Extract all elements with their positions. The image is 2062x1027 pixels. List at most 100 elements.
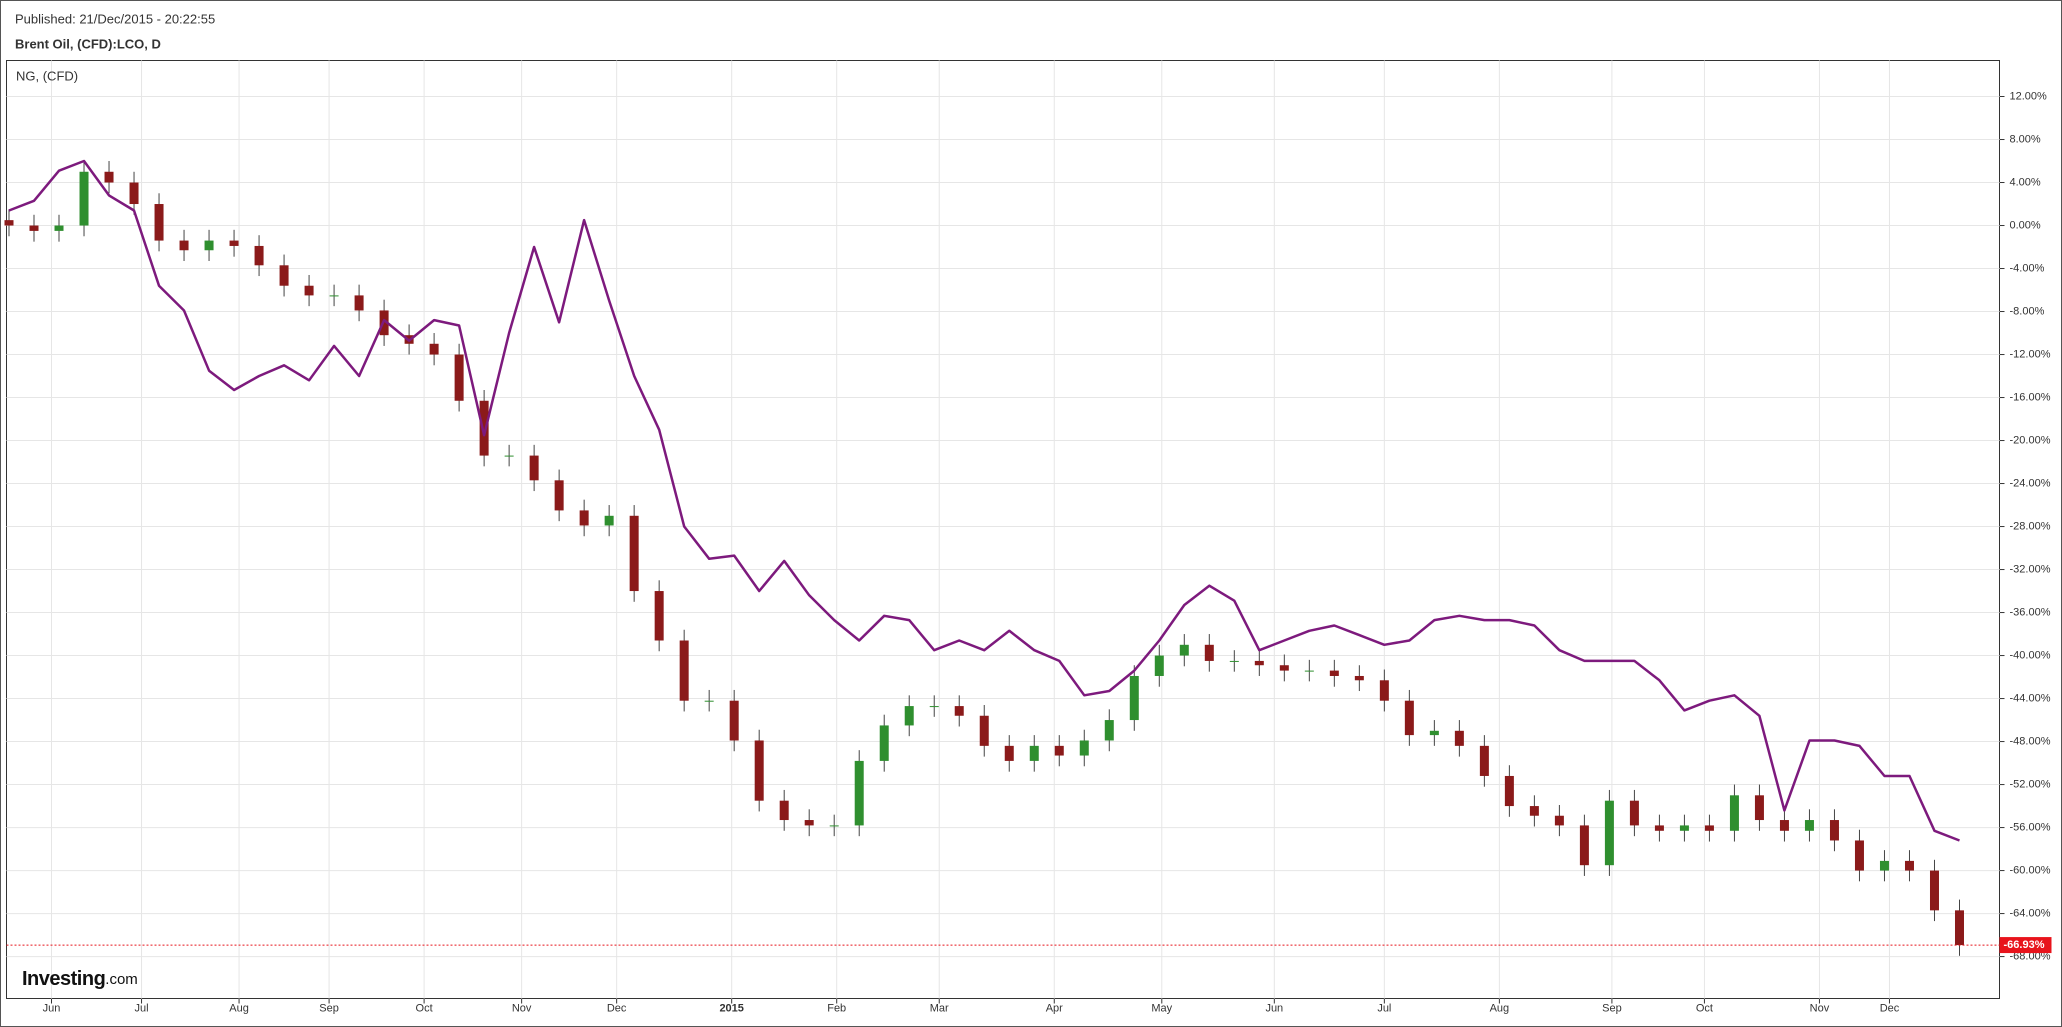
candle-body <box>1879 860 1889 871</box>
candle-body <box>1679 825 1689 831</box>
y-tick-label: -12.00% <box>2010 348 2051 360</box>
candle-body <box>554 480 564 511</box>
y-tick-label: -4.00% <box>2010 262 2045 274</box>
candle-body <box>1604 800 1614 866</box>
candle-body <box>1779 820 1789 831</box>
x-tick-label: Aug <box>229 1002 249 1014</box>
candle-body <box>729 700 739 741</box>
candle-body <box>1154 655 1164 676</box>
x-tick-label: Jul <box>1377 1002 1391 1014</box>
candle-body <box>779 800 789 821</box>
candle-body <box>829 825 839 827</box>
logo-name: Investing <box>22 968 105 990</box>
y-tick-label: 8.00% <box>2010 133 2041 145</box>
y-tick-label: 12.00% <box>2010 90 2048 102</box>
candle-body <box>204 240 214 251</box>
y-tick-label: -44.00% <box>2010 692 2051 704</box>
logo-suffix: .com <box>105 971 138 988</box>
x-tick-label: Oct <box>416 1002 433 1014</box>
x-tick-label: Dec <box>1880 1002 1900 1014</box>
x-tick-label: Apr <box>1046 1002 1063 1014</box>
candle-body <box>1004 745 1014 761</box>
y-tick-label: -24.00% <box>2010 477 2051 489</box>
x-tick-label: May <box>1151 1002 1172 1014</box>
y-tick-label: -40.00% <box>2010 649 2051 661</box>
candle-body <box>1404 700 1414 736</box>
y-tick-label: -36.00% <box>2010 606 2051 618</box>
x-tick-label: Feb <box>827 1002 846 1014</box>
y-tick-label: -68.00% <box>2010 950 2051 962</box>
candle-body <box>304 285 314 296</box>
candle-body <box>1029 745 1039 761</box>
candle-body <box>1854 840 1864 871</box>
y-tick-label: -48.00% <box>2010 735 2051 747</box>
logo: Investing.com <box>22 968 138 990</box>
x-tick-label: Nov <box>1810 1002 1830 1014</box>
candle-body <box>604 515 614 526</box>
candle-body <box>929 706 939 708</box>
candle-body <box>1704 825 1714 831</box>
candle-body <box>429 343 439 355</box>
x-tick-label: Jun <box>1265 1002 1283 1014</box>
candle-body <box>1729 795 1739 831</box>
candle-body <box>654 591 664 641</box>
y-tick-label: 4.00% <box>2010 176 2041 188</box>
candle-body <box>329 295 339 297</box>
candle-body <box>179 240 189 251</box>
candle-body <box>1429 730 1439 736</box>
candle-body <box>254 245 264 266</box>
candle-body <box>4 220 14 226</box>
candle-body <box>1754 795 1764 821</box>
x-tick-label: Jul <box>135 1002 149 1014</box>
candle-body <box>129 182 139 205</box>
candle-body <box>679 640 689 701</box>
grid <box>6 60 2005 1004</box>
y-tick-label: -60.00% <box>2010 864 2051 876</box>
candle-body <box>1329 670 1339 676</box>
x-tick-label: 2015 <box>719 1002 743 1014</box>
legend: NG, (CFD) <box>16 68 78 83</box>
candle-body <box>804 820 814 826</box>
x-tick-label: Jun <box>43 1002 61 1014</box>
candle-body <box>879 725 889 761</box>
x-tick-label: Dec <box>607 1002 627 1014</box>
candle-body <box>1504 775 1514 807</box>
candle-body <box>154 204 164 241</box>
candle-body <box>229 240 239 246</box>
x-tick-label: Sep <box>1602 1002 1622 1014</box>
marks <box>4 159 2000 956</box>
candle-body <box>1354 675 1364 681</box>
candle-body <box>579 510 589 526</box>
candle-body <box>29 225 39 231</box>
candle-body <box>1229 660 1239 662</box>
candle-body <box>1129 675 1139 721</box>
y-tick-label: -64.00% <box>2010 907 2051 919</box>
candle-body <box>279 265 289 286</box>
candle-body <box>1579 825 1589 866</box>
candle-body <box>754 740 764 801</box>
candle-body <box>104 171 114 183</box>
y-tick-label: -28.00% <box>2010 520 2051 532</box>
candle-body <box>504 455 514 457</box>
x-tick-label: Nov <box>512 1002 532 1014</box>
candle-body <box>1179 644 1189 656</box>
candle-body <box>1054 745 1064 756</box>
last-value-label: -66.93% <box>2004 939 2045 951</box>
candle-body <box>954 706 964 716</box>
candle-body <box>454 354 464 401</box>
candle-body <box>1279 665 1289 671</box>
candle-body <box>1454 730 1464 746</box>
symbol: Brent Oil, (CFD):LCO, D <box>15 36 161 51</box>
candle-body <box>1079 740 1089 756</box>
y-tick-label: -16.00% <box>2010 391 2051 403</box>
candle-body <box>354 295 364 311</box>
candle-body <box>629 515 639 592</box>
y-tick-label: -8.00% <box>2010 305 2045 317</box>
y-tick-label: -20.00% <box>2010 434 2051 446</box>
candle-body <box>979 715 989 746</box>
x-tick-label: Mar <box>930 1002 949 1014</box>
published: Published: 21/Dec/2015 - 20:22:55 <box>15 11 215 26</box>
candle-body <box>54 225 64 231</box>
y-tick-label: 0.00% <box>2010 219 2041 231</box>
